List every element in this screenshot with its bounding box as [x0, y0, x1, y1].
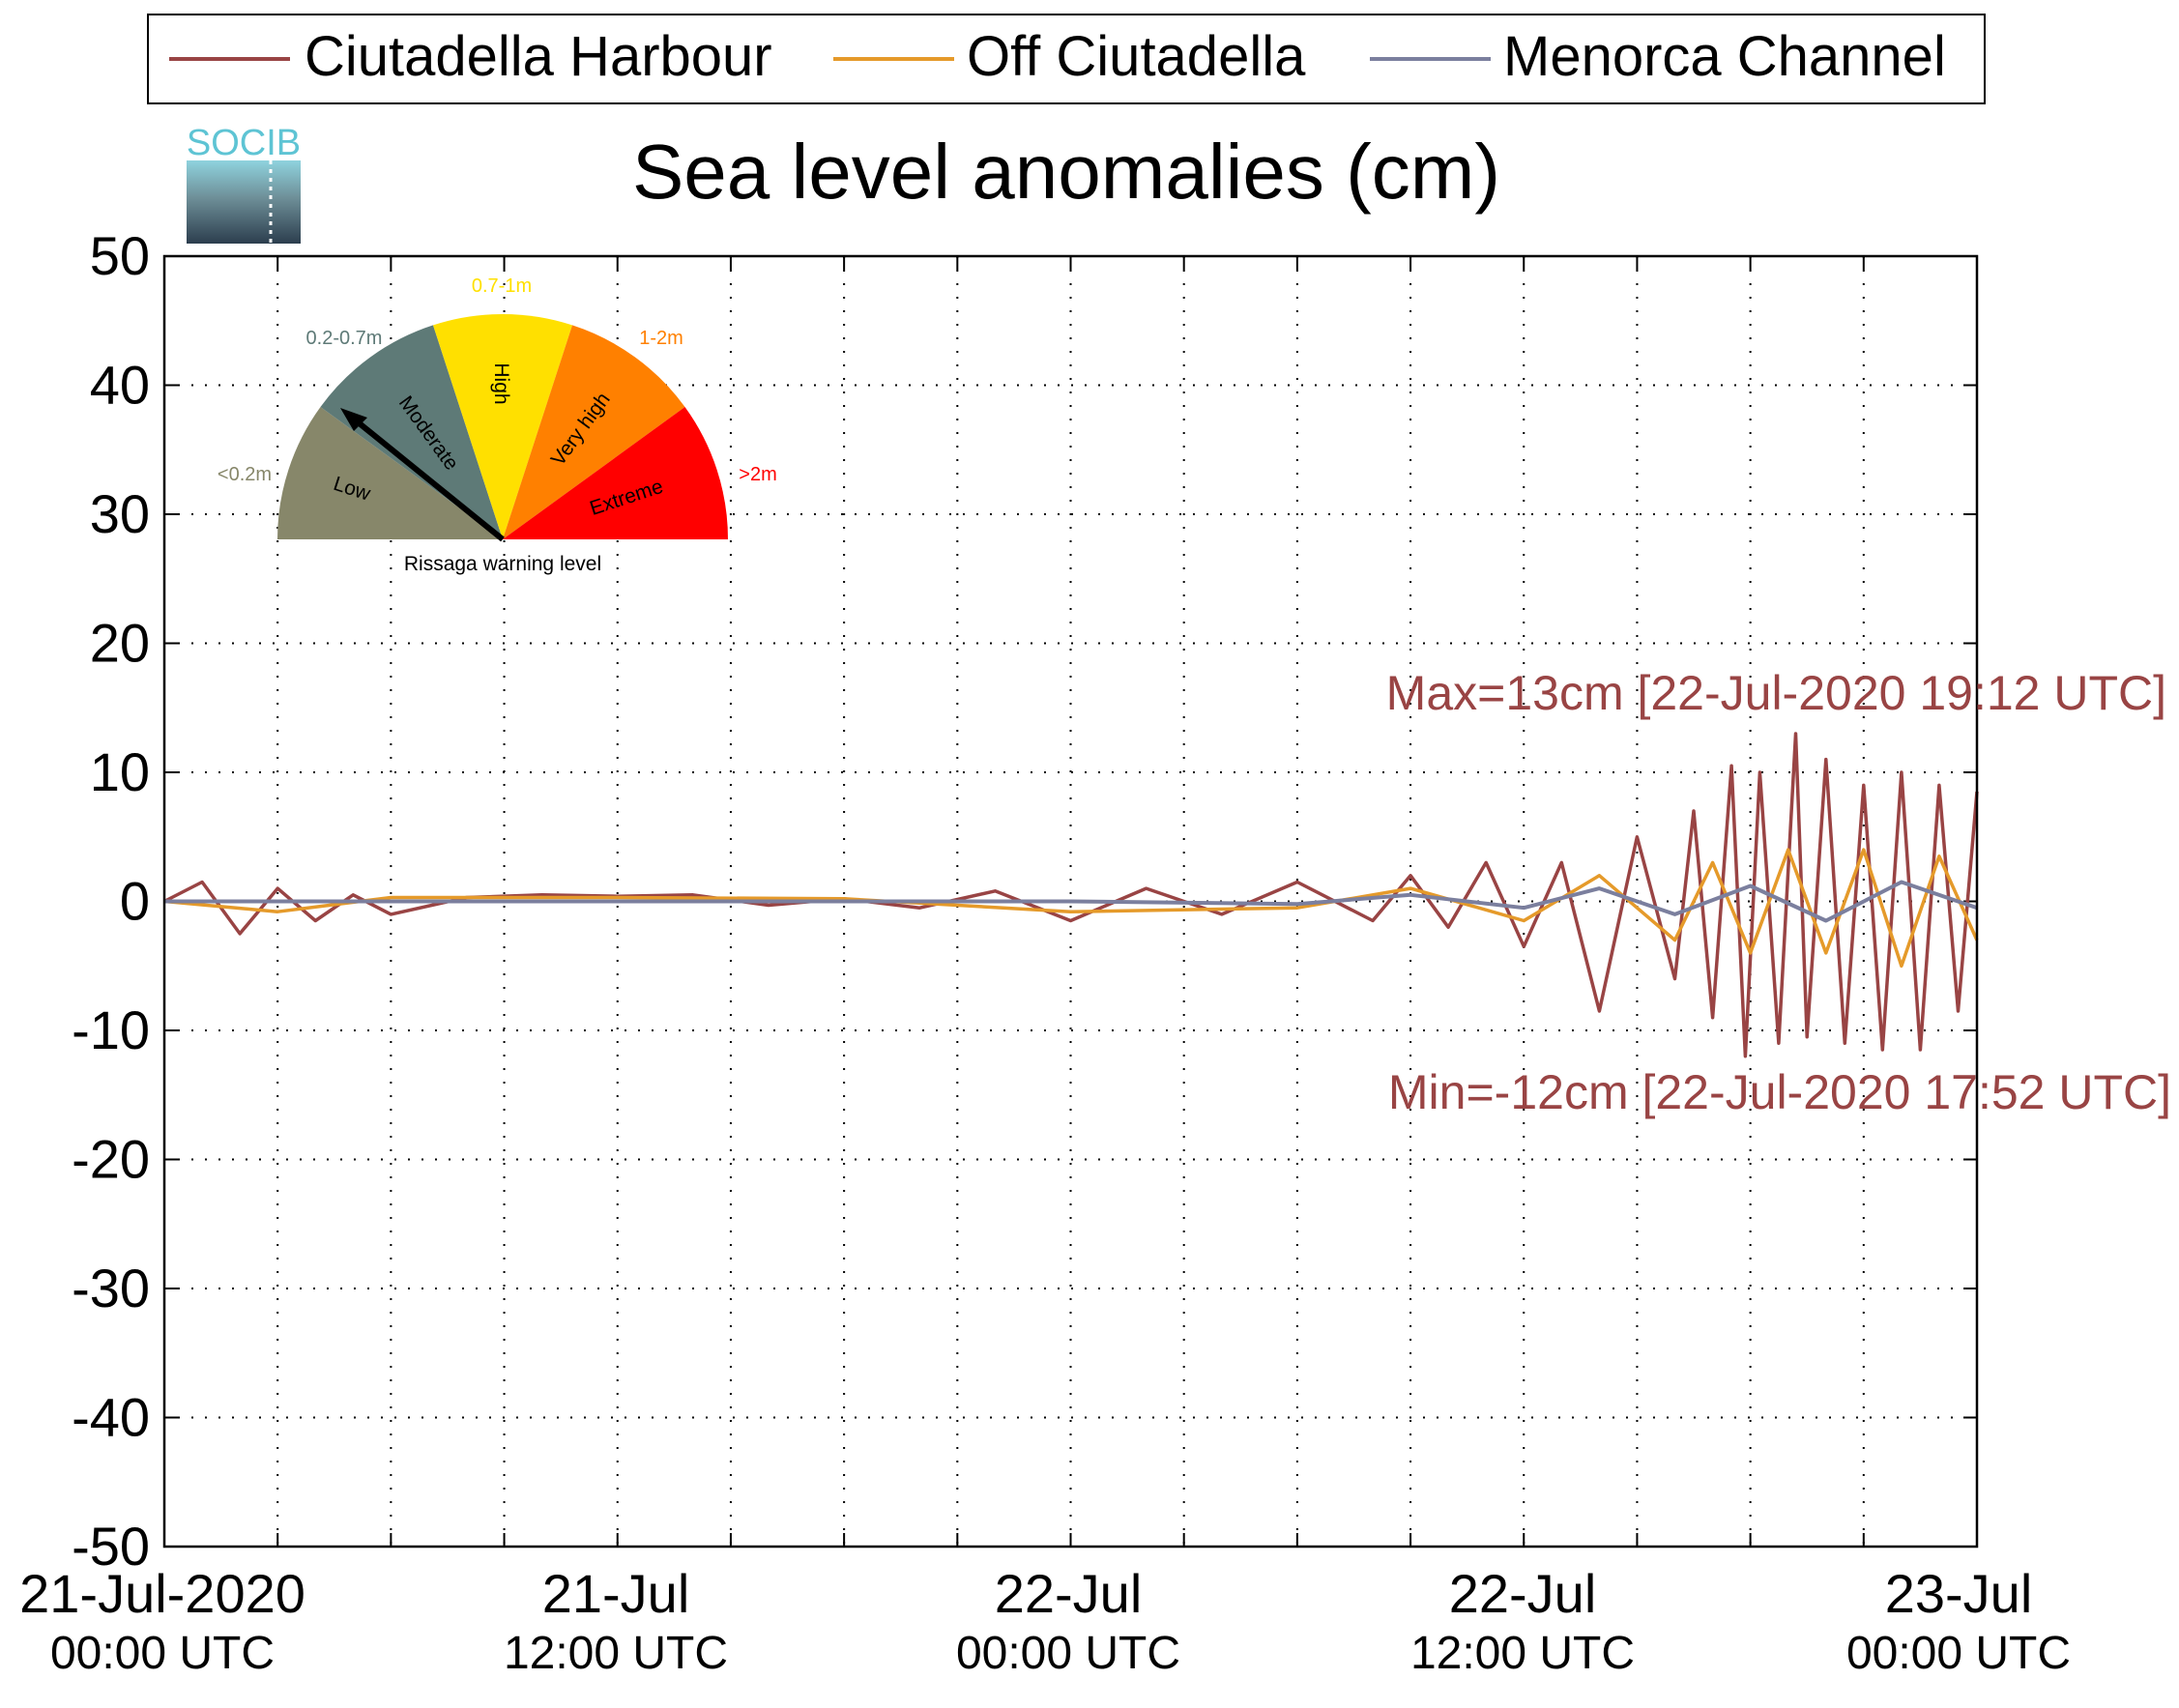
gauge-sector-moderate	[320, 325, 503, 539]
series-line-menorca-channel	[164, 880, 1978, 923]
max-annotation: Max=13cm [22-Jul-2020 19:12 UTC]	[1386, 666, 2166, 720]
gauge-sector-low	[277, 407, 503, 539]
legend-label-off-ciutadella: Off Ciutadella	[967, 25, 1306, 88]
gauge-sector-high	[433, 313, 572, 539]
logo-emblem	[187, 160, 301, 244]
x-tick-label-time: 00:00 UTC	[50, 1628, 275, 1679]
gauge-caption: Rissaga warning level	[404, 553, 601, 575]
y-tick-label: 50	[90, 225, 150, 286]
y-tick-label: -10	[72, 999, 150, 1060]
y-tick-label: 40	[90, 355, 150, 416]
gauge-range-moderate: 0.2-0.7m	[306, 328, 383, 349]
rissaga-gauge: Low Moderate High Very high Extreme <0.2…	[218, 275, 777, 575]
plot-frame	[162, 254, 1979, 1549]
x-tick-label-date: 22-Jul	[995, 1563, 1143, 1624]
series-line-ciutadella-harbour	[163, 732, 1979, 1058]
logo-text: SOCIB	[187, 123, 301, 163]
y-tick-label: 30	[90, 483, 150, 544]
x-tick-label-time: 00:00 UTC	[956, 1628, 1180, 1679]
x-tick-label-date: 21-Jul	[542, 1563, 690, 1624]
gauge-label-high: High	[490, 362, 512, 404]
x-tick-label-time: 12:00 UTC	[1410, 1628, 1635, 1679]
y-tick-label: 0	[120, 871, 150, 932]
x-tick-label-date: 23-Jul	[1885, 1563, 2033, 1624]
gauge-range-extreme: >2m	[739, 464, 776, 485]
socib-logo: SOCIB	[187, 123, 301, 244]
y-tick-label: -20	[72, 1129, 150, 1190]
gauge-sector-extreme	[503, 407, 729, 539]
y-tick-label: -50	[72, 1516, 150, 1577]
x-tick-label-time: 12:00 UTC	[504, 1628, 728, 1679]
gauge-needle-arrowhead	[340, 408, 367, 431]
y-axis: -50 -40 -30 -20 -10 0 10 20 30 40 50	[72, 225, 1977, 1577]
x-tick-label-date: 22-Jul	[1449, 1563, 1597, 1624]
y-tick-label: 20	[90, 613, 150, 674]
y-tick-label: -40	[72, 1387, 150, 1448]
series-line-off-ciutadella	[163, 848, 1979, 969]
legend-label-menorca-channel: Menorca Channel	[1503, 25, 1946, 88]
gauge-range-very-high: 1-2m	[639, 328, 683, 349]
x-tick-label-time: 00:00 UTC	[1846, 1628, 2071, 1679]
x-tick-label-date: 21-Jul-2020	[19, 1563, 305, 1624]
gauge-needle	[354, 418, 505, 542]
series-lines	[163, 732, 1979, 1058]
gauge-sector-very-high	[503, 325, 685, 539]
legend: Ciutadella Harbour Off Ciutadella Menorc…	[147, 14, 1986, 104]
min-annotation: Min=-12cm [22-Jul-2020 17:52 UTC]	[1388, 1065, 2171, 1119]
legend-label-ciutadella-harbour: Ciutadella Harbour	[305, 25, 772, 88]
y-tick-label: 10	[90, 741, 150, 802]
chart-title: Sea level anomalies (cm)	[632, 129, 1500, 215]
y-tick-label: -30	[72, 1258, 150, 1318]
gauge-range-high: 0.7-1m	[472, 275, 532, 297]
legend-box	[147, 14, 1986, 104]
gauge-range-low: <0.2m	[218, 464, 272, 485]
